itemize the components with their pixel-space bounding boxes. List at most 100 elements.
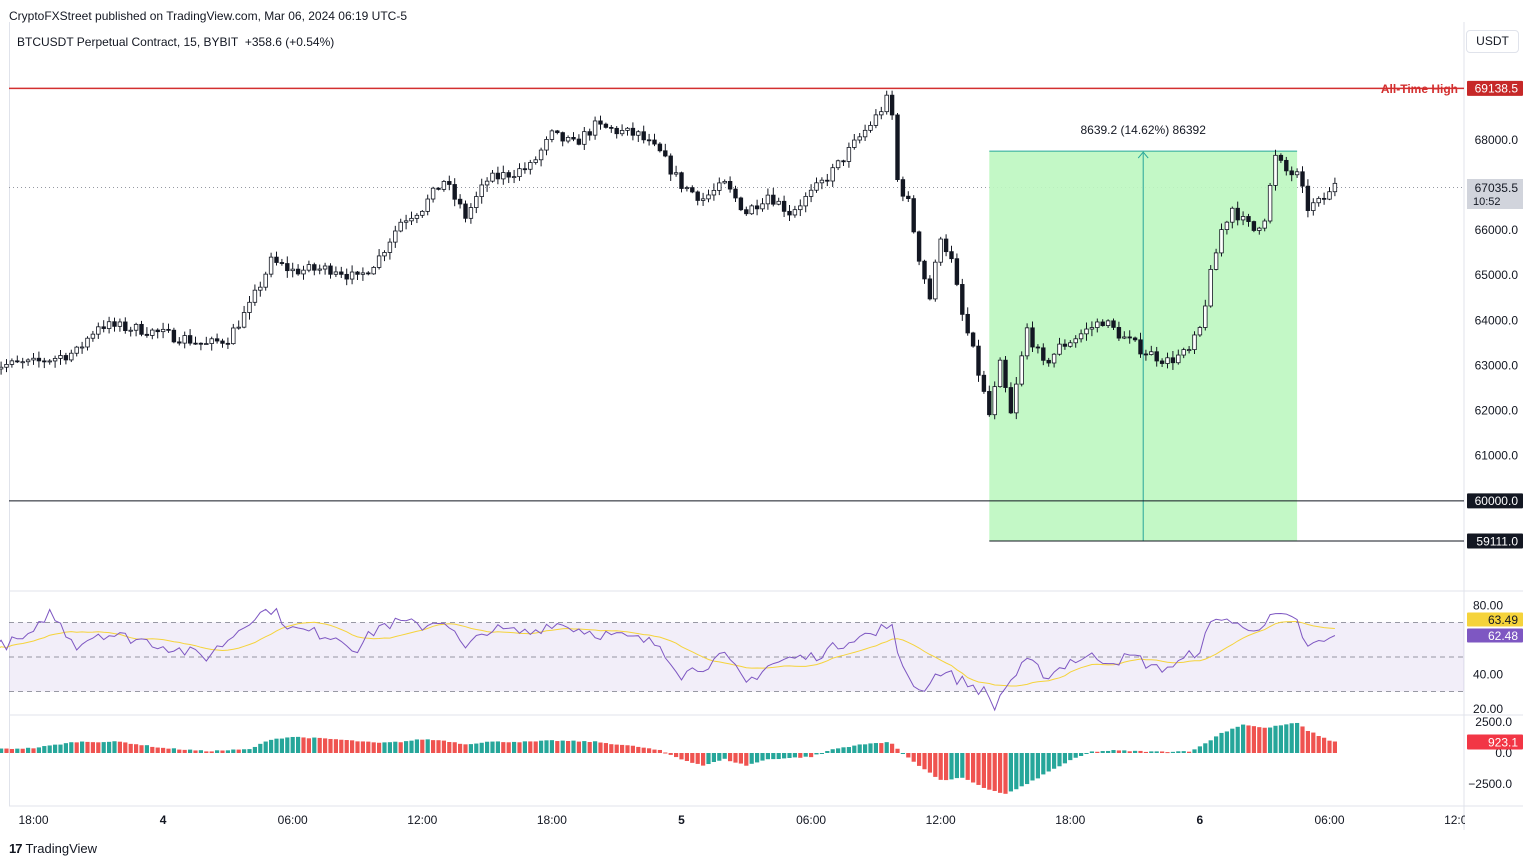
macd-bar — [1181, 751, 1186, 753]
candle-body — [414, 214, 420, 219]
candle — [711, 183, 717, 201]
macd-bar — [506, 742, 511, 753]
candle-body — [123, 321, 128, 331]
candle — [700, 192, 706, 206]
candle — [760, 198, 765, 212]
candle — [1181, 347, 1186, 359]
candle — [835, 159, 841, 171]
macd-bar — [1284, 724, 1289, 753]
symbol-name: BTCUSDT Perpetual Contract, 15, BYBIT — [17, 35, 239, 49]
macd-bar — [155, 747, 160, 753]
macd-bar — [312, 737, 317, 753]
tradingview-brand[interactable]: 17 TradingView — [9, 841, 97, 856]
candle-body — [1100, 321, 1105, 326]
macd-bar — [1187, 751, 1192, 753]
macd-bar — [803, 753, 808, 757]
candle — [565, 135, 571, 144]
candle — [846, 142, 852, 168]
candle-body — [846, 147, 852, 162]
macd-bar — [1089, 751, 1094, 753]
candle-body — [571, 137, 576, 140]
macd-bar — [528, 741, 533, 753]
measure-tool[interactable]: 8639.2 (14.62%) 86392 — [989, 123, 1298, 541]
candle-body — [20, 361, 25, 364]
horizontal-levels[interactable]: All-Time High — [9, 82, 1464, 542]
candle-body — [690, 187, 695, 193]
candle — [301, 265, 306, 280]
time-axis[interactable]: 18:00 4 06:00 12:00 18:00 5 06:00 12:00 18:00 6 06… — [18, 808, 1536, 830]
macd-bar — [1316, 736, 1321, 753]
candle-body — [673, 172, 679, 175]
candle-body — [150, 329, 155, 336]
candle — [582, 127, 587, 150]
macd-bar — [1197, 746, 1202, 753]
axis-corner-mask — [1465, 808, 1536, 830]
price-axis[interactable]: 68000.067000.066000.065000.064000.063000… — [1467, 80, 1523, 791]
macd-bar — [188, 749, 193, 753]
candle — [603, 122, 609, 129]
candle — [1008, 382, 1014, 415]
macd-bar — [1208, 740, 1213, 753]
candle-body — [398, 221, 403, 232]
macd-bar — [1246, 725, 1251, 753]
candle-body — [792, 209, 798, 216]
candle-body — [436, 187, 441, 190]
currency-button[interactable]: USDT — [1466, 30, 1519, 53]
candle — [312, 262, 317, 276]
candle-body — [290, 268, 295, 272]
candle-body — [376, 255, 382, 268]
candle — [1041, 343, 1046, 366]
macd-bar — [166, 748, 171, 753]
candle-body — [1138, 339, 1143, 355]
candle — [803, 192, 808, 213]
candle — [679, 171, 684, 193]
candle — [25, 358, 31, 366]
macd-bar — [436, 740, 441, 753]
price-tick-label: 68000.0 — [1475, 133, 1519, 147]
macd-bar — [198, 750, 203, 753]
candle — [376, 249, 382, 270]
macd-bar — [679, 753, 684, 760]
candle — [355, 270, 360, 281]
candle-body — [717, 182, 722, 191]
macd-bar — [144, 745, 149, 753]
candle-body — [1165, 357, 1170, 364]
candle — [484, 177, 490, 192]
candle — [90, 330, 96, 342]
macd-bar — [263, 741, 268, 753]
candle-body — [808, 189, 814, 197]
macd-bar — [96, 742, 101, 753]
candle — [360, 267, 366, 281]
candle — [15, 355, 20, 364]
macd-pane — [0, 722, 1337, 794]
candle-body — [1192, 334, 1197, 351]
candle — [1311, 198, 1316, 216]
candle-body — [1111, 320, 1116, 328]
candle — [85, 336, 90, 351]
price-tick-label: 63000.0 — [1475, 358, 1519, 372]
macd-bar — [765, 753, 770, 760]
candle — [290, 262, 295, 278]
candle-body — [738, 197, 744, 211]
macd-bar — [1268, 727, 1273, 753]
macd-bar — [792, 753, 797, 758]
candle — [1327, 186, 1332, 201]
candle — [717, 177, 722, 196]
candle-body — [193, 342, 198, 345]
candle-body — [933, 261, 938, 300]
candle-body — [463, 203, 468, 219]
macd-bar — [1327, 740, 1332, 753]
candle — [522, 162, 528, 174]
macd-bar — [393, 741, 398, 753]
candle — [1024, 323, 1030, 360]
time-tick-label: 5 — [678, 813, 685, 827]
candle-body — [544, 139, 549, 151]
candle — [754, 199, 760, 216]
candle — [970, 331, 976, 348]
macd-bar — [706, 753, 711, 765]
candle — [452, 178, 457, 207]
macd-bar — [209, 751, 214, 753]
macd-bar — [1160, 751, 1165, 753]
candle — [652, 133, 657, 147]
